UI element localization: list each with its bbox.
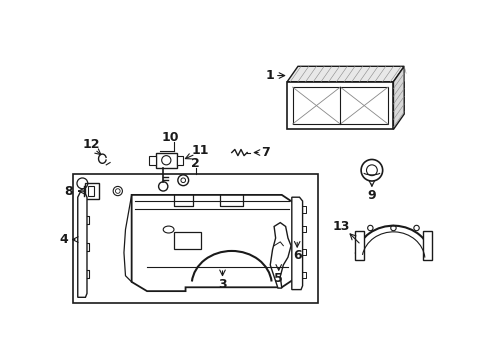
Text: 2: 2	[191, 157, 200, 170]
Bar	[87, 186, 94, 197]
Polygon shape	[270, 222, 290, 288]
Polygon shape	[286, 66, 404, 82]
Text: 13: 13	[332, 220, 349, 233]
Bar	[177, 156, 183, 165]
Polygon shape	[393, 66, 404, 130]
Text: 9: 9	[367, 189, 375, 202]
Bar	[85, 183, 99, 199]
Polygon shape	[131, 195, 293, 291]
Text: 8: 8	[64, 185, 73, 198]
Bar	[422, 231, 431, 260]
Bar	[292, 87, 387, 124]
Text: 11: 11	[191, 144, 208, 157]
Text: 4: 4	[60, 233, 68, 246]
Text: 12: 12	[82, 138, 100, 151]
Bar	[354, 231, 364, 260]
Polygon shape	[291, 197, 302, 289]
Text: 1: 1	[265, 69, 274, 82]
Text: 10: 10	[161, 131, 179, 144]
Text: 6: 6	[292, 249, 301, 262]
Text: 7: 7	[261, 146, 269, 159]
Bar	[155, 153, 177, 168]
Text: 3: 3	[218, 279, 226, 292]
Bar	[149, 156, 155, 165]
Text: 5: 5	[274, 272, 283, 285]
Bar	[174, 232, 201, 249]
Polygon shape	[78, 191, 87, 297]
Bar	[73, 174, 317, 303]
Polygon shape	[286, 82, 393, 130]
